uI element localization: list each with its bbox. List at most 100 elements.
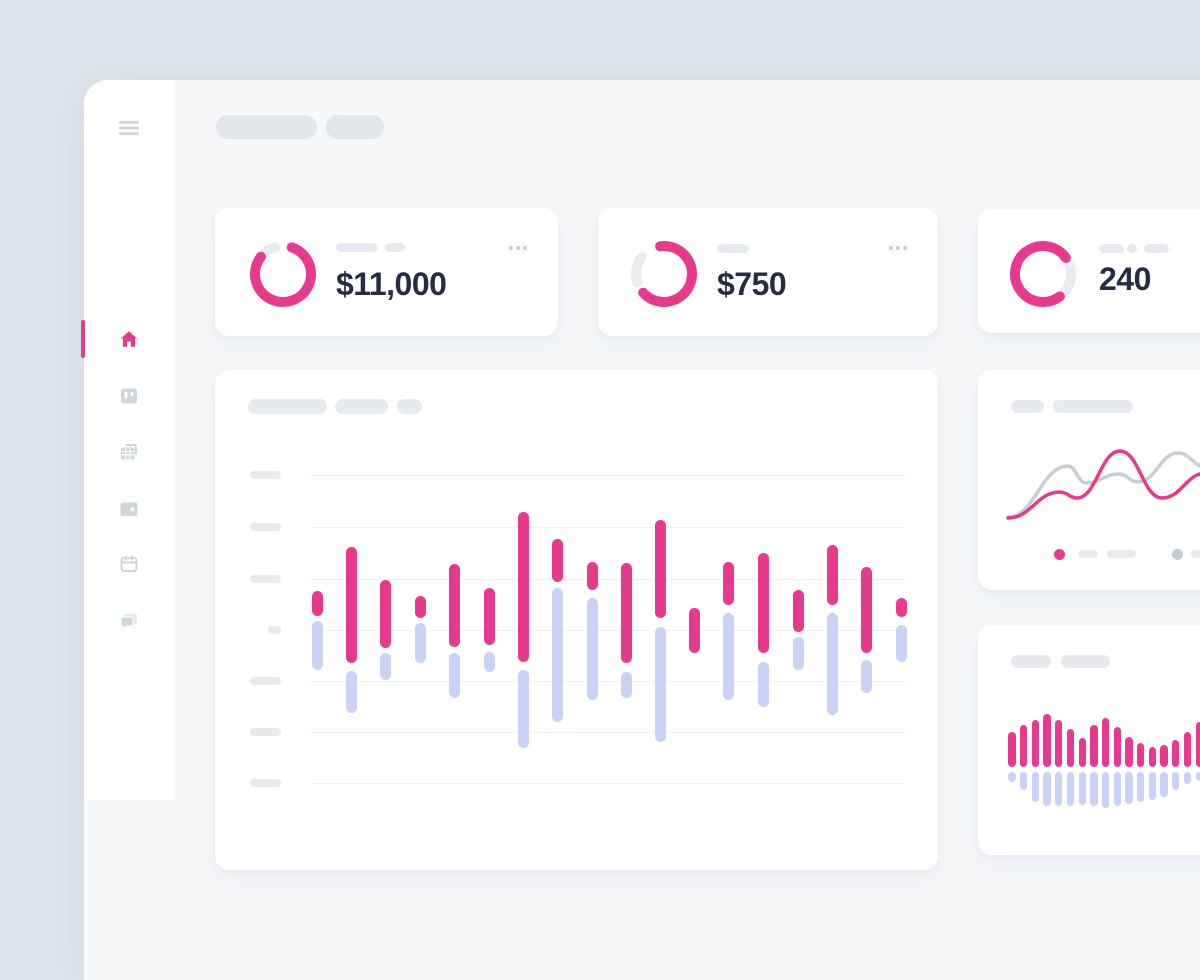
more-options-button[interactable] (885, 242, 911, 254)
mini-bar-down (1102, 772, 1109, 808)
range-bar-upper (415, 596, 426, 618)
mini-bar-up (1055, 720, 1062, 767)
stat-value: 240 (1099, 261, 1151, 298)
y-axis-label-skeleton (250, 575, 281, 583)
sidebar (84, 80, 175, 800)
y-axis-label-skeleton (250, 779, 281, 787)
stat-card-sales: $750 (598, 208, 938, 336)
y-axis-label-skeleton (250, 677, 281, 685)
range-bar-lower (346, 671, 357, 713)
label-skeleton-pill (1099, 244, 1124, 253)
board-icon (117, 384, 141, 408)
mini-bar-up (1137, 743, 1144, 767)
mini-bar-up (1114, 727, 1121, 767)
header-skeleton-pill (216, 115, 317, 139)
mini-bar-up (1090, 725, 1097, 767)
gridline (310, 475, 906, 476)
pink-line (1008, 451, 1200, 518)
range-bar-lower (896, 625, 907, 662)
range-bar-upper (896, 598, 907, 617)
dashboard-screen: $11,000 $750 240 (0, 0, 1200, 800)
mini-bar-down (1020, 772, 1027, 790)
donut-track (636, 257, 642, 283)
range-bar-upper (723, 562, 734, 605)
sidebar-item-calendar[interactable] (117, 552, 141, 576)
gridline (310, 732, 906, 733)
mini-bar-up (1196, 722, 1200, 767)
menu-icon[interactable] (117, 120, 141, 136)
mini-bar-up (1125, 737, 1132, 767)
gridline (310, 579, 906, 580)
mini-bar-down (1043, 772, 1050, 806)
range-bar-upper (793, 590, 804, 632)
range-bar-lower (587, 598, 598, 700)
range-bar-lower (793, 637, 804, 670)
y-axis-label-skeleton (250, 471, 281, 479)
stat-value: $11,000 (336, 266, 446, 303)
header-skeleton-pill (326, 115, 384, 139)
card-title-skeleton-pill (1011, 655, 1051, 668)
range-bar-upper (758, 553, 769, 653)
mini-bar-down (1067, 772, 1074, 806)
more-options-button[interactable] (505, 242, 531, 254)
range-bar-upper (346, 547, 357, 663)
card-title-skeleton-pill (1061, 655, 1110, 668)
gridline (310, 681, 906, 682)
donut-value-arc (255, 247, 311, 302)
card-title-skeleton-pill (335, 399, 388, 414)
mini-chart-card (978, 625, 1200, 855)
mini-bar-up (1067, 729, 1074, 767)
card-title-skeleton-pill (1053, 400, 1133, 413)
trend-chart-card (978, 370, 1200, 590)
mini-bar-down (1149, 772, 1156, 800)
donut-value-arc (1015, 246, 1066, 302)
gridline (310, 527, 906, 528)
range-bar-upper (518, 512, 529, 662)
mini-bar-down (1090, 772, 1097, 806)
range-bar-upper (587, 562, 598, 590)
range-bar-upper (689, 608, 700, 653)
range-bar-upper (621, 563, 632, 663)
range-bar-lower (758, 662, 769, 707)
range-bar-upper (827, 545, 838, 605)
y-axis-label-skeleton (250, 523, 281, 531)
sidebar-item-wallet[interactable] (117, 497, 141, 521)
sidebar-item-board[interactable] (117, 384, 141, 408)
range-bar-lower (827, 613, 838, 715)
range-bar-upper (449, 564, 460, 647)
range-bar-lower (518, 670, 529, 748)
gridline (310, 630, 906, 631)
legend-label-skeleton (1078, 550, 1098, 558)
gridline (310, 783, 906, 784)
sidebar-item-chat[interactable] (117, 609, 141, 633)
label-skeleton-pill (385, 243, 405, 252)
donut-value-arc (643, 246, 692, 302)
sidebar-item-spreadsheet[interactable] (117, 440, 141, 464)
legend-label-skeleton (1191, 550, 1200, 558)
stat-card-count: 240 (978, 209, 1200, 333)
donut-chart (629, 239, 699, 309)
range-bar-upper (552, 539, 563, 582)
sidebar-item-home[interactable] (117, 328, 141, 352)
legend-gray-dot (1172, 549, 1183, 560)
range-bar-lower (861, 660, 872, 693)
donut-track (1065, 266, 1071, 291)
range-bar-upper (380, 580, 391, 648)
mini-bar-up (1020, 725, 1027, 767)
mini-bar-down (1079, 772, 1086, 805)
range-bar-lower (484, 652, 495, 672)
label-skeleton-pill (336, 243, 378, 252)
y-axis-label-skeleton (268, 626, 281, 634)
mini-bar-up (1172, 740, 1179, 767)
mini-bar-down (1137, 772, 1144, 802)
range-bar-lower (621, 672, 632, 698)
card-title-skeleton-pill (397, 399, 422, 414)
mini-bar-up (1079, 738, 1086, 767)
label-skeleton-pill (1144, 244, 1169, 253)
chat-icon (117, 609, 141, 633)
range-bar-upper (655, 520, 666, 618)
mini-bar-up (1184, 732, 1191, 767)
mini-bar-down (1196, 772, 1200, 781)
label-skeleton-pill (717, 244, 749, 253)
mini-bar-down (1008, 772, 1015, 782)
